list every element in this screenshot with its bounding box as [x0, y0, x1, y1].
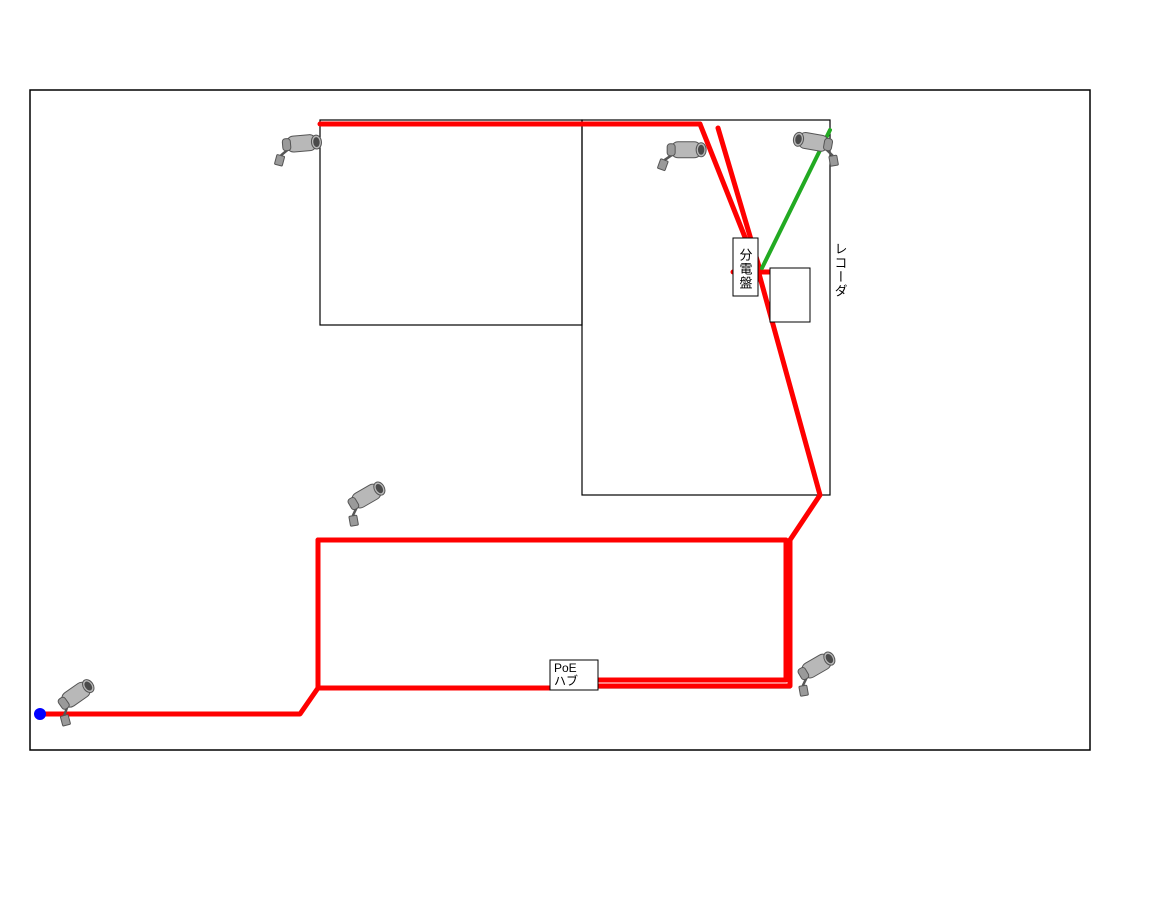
poe-hub-box-label: PoEハブ	[554, 661, 578, 688]
cam-5	[793, 648, 842, 696]
recorder-box-label: レコーダ	[833, 242, 848, 298]
endpoint-marker	[34, 708, 46, 720]
cam-4	[343, 478, 392, 526]
cam-1	[274, 124, 326, 175]
cable-red-6	[598, 540, 790, 686]
cable-red-7	[318, 540, 786, 680]
outer-frame	[30, 90, 1090, 750]
recorder-box	[770, 268, 810, 322]
cam-6	[52, 675, 104, 726]
wiring-diagram: 分電盤 レコーダ PoEハブ	[0, 0, 1167, 900]
panel-box-label: 分電盤	[738, 248, 753, 290]
room-upper-left	[320, 120, 582, 325]
